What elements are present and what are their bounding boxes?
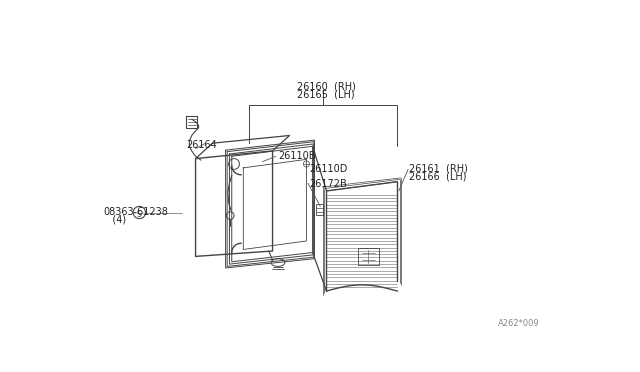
Text: 26161  (RH): 26161 (RH): [409, 164, 468, 174]
Text: 26160  (RH): 26160 (RH): [297, 81, 356, 92]
Text: (4): (4): [103, 215, 126, 225]
Bar: [358, 248, 380, 265]
Text: 08363-61238: 08363-61238: [103, 207, 168, 217]
Text: 26110D: 26110D: [308, 164, 347, 174]
Text: S: S: [137, 210, 141, 219]
Text: 26110B: 26110B: [278, 151, 316, 161]
Text: A262*009: A262*009: [498, 319, 540, 328]
Text: 26166  (LH): 26166 (LH): [409, 172, 467, 182]
Text: 26164: 26164: [186, 140, 217, 150]
Text: 26165  (LH): 26165 (LH): [297, 89, 355, 99]
Text: 26172B: 26172B: [308, 179, 346, 189]
Bar: [316, 204, 323, 215]
